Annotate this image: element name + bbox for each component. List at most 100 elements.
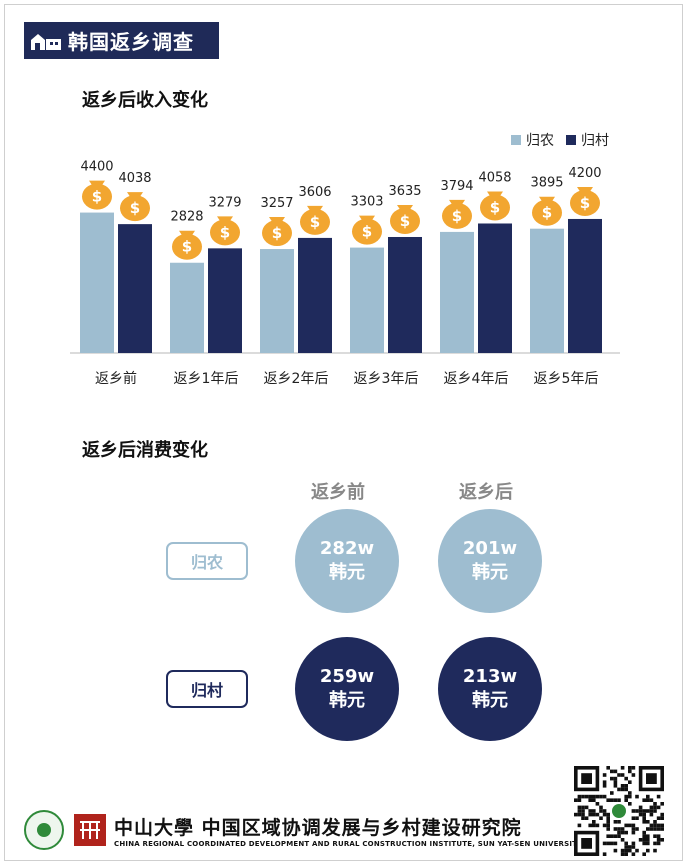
money-bag-icon: $: [300, 205, 330, 235]
bar-guinong: [440, 231, 474, 353]
value-circle-guinong-after: 201w 韩元: [438, 509, 542, 613]
bar-guinong: [80, 212, 114, 353]
unit-text: 韩元: [329, 690, 365, 711]
consumption-section-title: 返乡后消费变化: [82, 440, 208, 461]
legend-item-series-a: 归农: [511, 130, 554, 150]
footer: 中山大學 中国区域协调发展与乡村建设研究院 CHINA REGIONAL COO…: [24, 808, 582, 854]
data-label: 3635: [388, 184, 421, 199]
income-bar-chart: $4400 $4038 返乡前 $2828 $3279 返乡1年后 $3257 $3606 返乡…: [70, 160, 620, 387]
money-bag-icon: $: [120, 192, 150, 222]
chart-legend: 归农 归村: [511, 130, 609, 150]
x-tick-label: 返乡1年后: [174, 371, 239, 387]
money-bag-body: [480, 194, 510, 221]
bar-guicun: [478, 223, 512, 353]
money-bag-symbol: $: [220, 223, 230, 241]
money-bag-icon: $: [82, 180, 112, 210]
amount-text: 282w: [319, 537, 375, 559]
unit-text: 韩元: [472, 562, 508, 583]
x-tick-label: 返乡4年后: [444, 371, 509, 387]
data-label: 3895: [530, 176, 563, 191]
x-tick-label: 返乡2年后: [264, 371, 329, 387]
university-name: 中山大學: [114, 817, 195, 839]
money-bag-symbol: $: [580, 194, 590, 212]
money-bag-symbol: $: [362, 223, 372, 241]
money-bag-icon: $: [532, 196, 562, 226]
house-logo-icon: [24, 22, 68, 59]
column-header-after: 返乡后: [459, 482, 513, 503]
money-bag-icon: $: [262, 217, 292, 247]
money-bag-symbol: $: [542, 204, 552, 222]
money-bag-symbol: $: [130, 199, 140, 217]
bar-guicun: [118, 224, 152, 353]
bar-guicun: [568, 218, 602, 353]
money-bag-body: [210, 219, 240, 246]
money-bag-icon: $: [480, 191, 510, 221]
data-label: 3303: [350, 195, 383, 210]
legend-item-series-b: 归村: [566, 130, 609, 150]
data-label: 4400: [80, 160, 113, 175]
unit-text: 韩元: [329, 562, 365, 583]
x-tick-label: 返乡5年后: [534, 371, 599, 387]
money-bag-body: [82, 183, 112, 210]
money-bag-symbol: $: [310, 213, 320, 231]
data-label: 3794: [440, 179, 473, 194]
legend-swatch-a: [511, 135, 521, 145]
value-circle-guicun-before: 259w 韩元: [295, 637, 399, 741]
unit-text: 韩元: [472, 690, 508, 711]
bar-guinong: [530, 228, 564, 353]
institute-cn-name: 中国区域协调发展与乡村建设研究院: [201, 817, 522, 839]
data-label: 4200: [568, 166, 601, 181]
money-bag-icon: $: [210, 216, 240, 246]
amount-text: 213w: [462, 665, 518, 687]
money-bag-body: [120, 195, 150, 222]
money-bag-symbol: $: [490, 198, 500, 216]
header-banner: 韩国返乡调查: [24, 22, 219, 59]
sysu-logo-icon: [74, 814, 106, 846]
money-bag-body: [442, 202, 472, 229]
legend-label-a: 归农: [526, 133, 554, 149]
money-bag-icon: $: [172, 230, 202, 260]
legend-swatch-b: [566, 135, 576, 145]
money-bag-body: [390, 207, 420, 234]
bar-guinong: [350, 247, 384, 353]
x-tick-label: 返乡前: [95, 370, 137, 387]
page-frame: [4, 4, 683, 861]
money-bag-icon: $: [352, 215, 382, 245]
data-label: 3279: [208, 195, 241, 210]
money-bag-symbol: $: [452, 207, 462, 225]
row-label-guinong: 归农: [166, 542, 248, 580]
money-bag-body: [172, 233, 202, 260]
money-bag-symbol: $: [272, 224, 282, 242]
bar-guicun: [298, 237, 332, 353]
data-label: 3257: [260, 196, 293, 211]
money-bag-body: [300, 208, 330, 235]
money-bag-symbol: $: [92, 188, 102, 206]
banner-title: 韩国返乡调查: [68, 30, 194, 54]
money-bag-symbol: $: [400, 212, 410, 230]
data-label: 2828: [170, 210, 203, 225]
bar-guicun: [388, 236, 422, 353]
value-circle-guicun-after: 213w 韩元: [438, 637, 542, 741]
money-bag-icon: $: [390, 204, 420, 234]
amount-text: 259w: [319, 665, 375, 687]
money-bag-icon: $: [442, 199, 472, 229]
bar-guicun: [208, 248, 242, 353]
qr-code-icon: [574, 766, 664, 856]
bar-guinong: [260, 249, 294, 353]
money-bag-body: [570, 189, 600, 216]
institute-name: 中山大學 中国区域协调发展与乡村建设研究院: [114, 813, 522, 840]
university-emblem-icon: [24, 810, 64, 850]
money-bag-symbol: $: [182, 238, 192, 256]
money-bag-icon: $: [570, 186, 600, 216]
row-label-guicun: 归村: [166, 670, 248, 708]
legend-label-b: 归村: [581, 133, 609, 149]
data-label: 3606: [298, 185, 331, 200]
data-label: 4038: [118, 171, 151, 186]
income-section-title: 返乡后收入变化: [82, 90, 208, 111]
column-header-before: 返乡前: [311, 482, 365, 503]
money-bag-body: [532, 199, 562, 226]
bar-guinong: [170, 262, 204, 353]
value-circle-guinong-before: 282w 韩元: [295, 509, 399, 613]
institute-english-name: CHINA REGIONAL COORDINATED DEVELOPMENT A…: [114, 840, 583, 848]
data-label: 4058: [478, 170, 511, 185]
